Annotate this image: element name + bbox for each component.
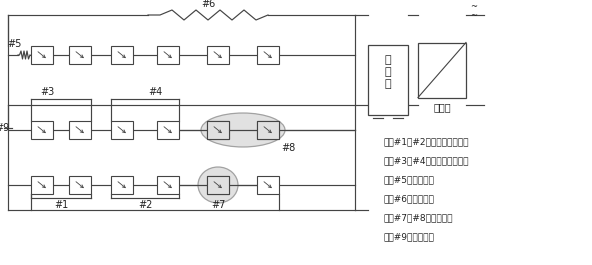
Bar (207, 176, 229, 194)
Bar (69, 176, 91, 194)
Text: 故障#7、#8：阴影故障: 故障#7、#8：阴影故障 (383, 213, 452, 222)
Ellipse shape (201, 113, 285, 147)
Bar (31, 121, 53, 139)
Text: 故障#5：组串老化: 故障#5：组串老化 (383, 175, 434, 184)
Text: #6: #6 (201, 0, 215, 9)
Bar (111, 46, 133, 64)
Text: #5: #5 (7, 39, 21, 49)
Bar (207, 176, 229, 194)
Text: #8: #8 (281, 143, 295, 153)
Bar (31, 46, 53, 64)
Text: #4: #4 (148, 87, 162, 97)
Bar (257, 46, 279, 64)
Text: #7: #7 (211, 200, 225, 210)
Ellipse shape (198, 167, 238, 203)
Text: 故障#6：阵列老化: 故障#6：阵列老化 (383, 194, 434, 203)
Text: #2: #2 (138, 200, 152, 210)
Bar (257, 121, 279, 139)
Text: #3: #3 (40, 87, 54, 97)
Bar (257, 176, 279, 194)
Bar (69, 46, 91, 64)
Bar (368, 45, 408, 115)
Text: 故障#9：开路故障: 故障#9：开路故障 (383, 232, 434, 241)
Bar (257, 121, 279, 139)
Bar (31, 176, 53, 194)
Text: 故障#3、#4：阵列级线线故障: 故障#3、#4：阵列级线线故障 (383, 156, 468, 165)
Text: #1: #1 (54, 200, 68, 210)
Text: ~
~: ~ ~ (470, 2, 477, 20)
Bar (69, 121, 91, 139)
Bar (207, 46, 229, 64)
Bar (207, 121, 229, 139)
Bar (111, 121, 133, 139)
Bar (111, 176, 133, 194)
Bar (157, 176, 179, 194)
Text: 汇
流
箱: 汇 流 箱 (385, 55, 391, 89)
Text: #9: #9 (0, 123, 9, 133)
Text: 故障#1、#2：组串级线线故障: 故障#1、#2：组串级线线故障 (383, 137, 468, 146)
Bar (157, 121, 179, 139)
Bar (207, 121, 229, 139)
Bar (157, 46, 179, 64)
Text: 逆变器: 逆变器 (433, 103, 451, 113)
Bar (418, 42, 466, 98)
